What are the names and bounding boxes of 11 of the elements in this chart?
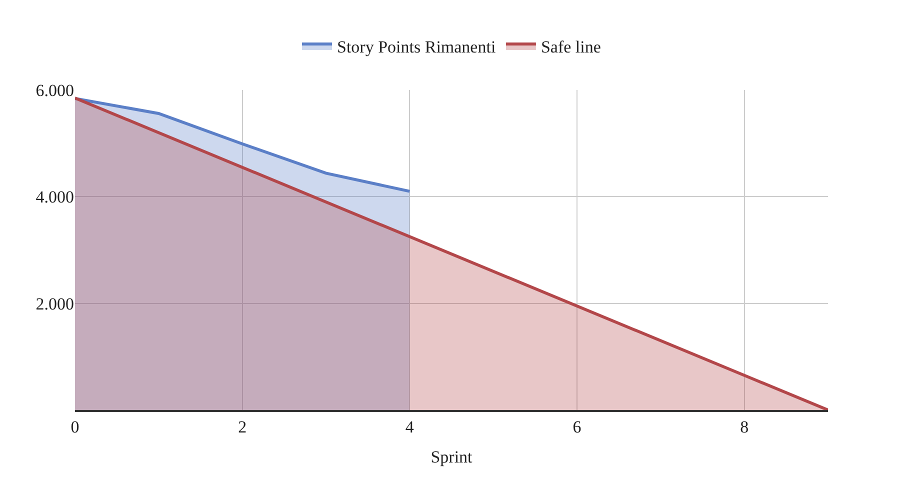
x-tick-label: 0: [70, 417, 80, 436]
legend-label: Story Points Rimanenti: [337, 38, 496, 57]
x-axis-title: Sprint: [430, 447, 473, 466]
x-tick-label: 6: [572, 417, 582, 436]
y-tick-label: 2.000: [36, 294, 74, 314]
y-tick-label: 4.000: [36, 188, 74, 207]
x-tick-label: 2: [238, 417, 247, 436]
legend-label: Safe line: [540, 38, 601, 57]
y-tick-label: 6.000: [36, 80, 74, 100]
x-tick-label: 4: [405, 417, 414, 436]
x-tick-label: 8: [740, 417, 749, 436]
